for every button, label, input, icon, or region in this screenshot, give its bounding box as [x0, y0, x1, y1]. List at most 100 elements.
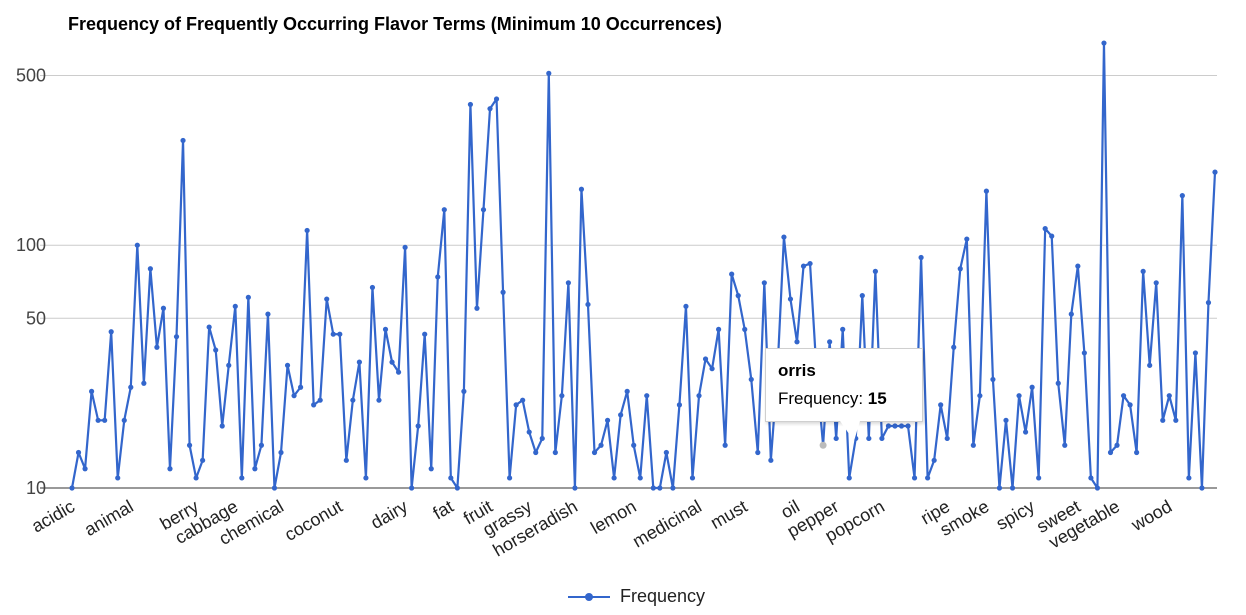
- data-point: [716, 326, 722, 332]
- data-point: [761, 280, 767, 286]
- y-tick-label: 50: [26, 308, 46, 328]
- data-point: [239, 475, 245, 481]
- data-point: [245, 294, 251, 300]
- legend-line-icon: [568, 592, 610, 601]
- x-tick-label: medicinal: [629, 496, 705, 551]
- data-point: [108, 329, 114, 335]
- data-point: [409, 485, 415, 491]
- data-point: [748, 376, 754, 383]
- data-point: [1173, 417, 1179, 423]
- data-point: [611, 475, 617, 481]
- data-point: [918, 254, 924, 261]
- data-point: [311, 402, 317, 408]
- data-point: [284, 362, 291, 368]
- data-point: [1147, 362, 1153, 368]
- data-point: [689, 475, 696, 481]
- data-point: [258, 442, 265, 448]
- data-point: [1199, 485, 1205, 491]
- data-point: [670, 485, 676, 491]
- data-point: [1081, 350, 1087, 356]
- x-tick-label: coconut: [281, 496, 346, 545]
- data-point: [520, 397, 526, 403]
- data-point: [1212, 169, 1218, 175]
- data-point: [742, 326, 748, 332]
- data-point: [271, 485, 278, 491]
- data-point: [787, 296, 794, 302]
- data-point: [781, 234, 787, 240]
- data-point: [938, 402, 944, 408]
- data-point: [565, 280, 571, 286]
- data-point: [1153, 280, 1159, 286]
- data-point: [324, 296, 330, 302]
- data-point: [591, 449, 598, 456]
- data-point: [559, 393, 565, 399]
- data-point: [88, 388, 95, 394]
- data-point: [1114, 442, 1120, 448]
- data-point: [1055, 380, 1061, 386]
- x-tick-label: must: [707, 496, 751, 533]
- data-point: [944, 435, 950, 442]
- data-point: [304, 227, 310, 234]
- data-point: [925, 475, 931, 481]
- data-point: [729, 271, 735, 277]
- data-point: [513, 402, 519, 408]
- data-point: [1075, 263, 1081, 269]
- data-point: [82, 466, 88, 472]
- data-point: [898, 423, 905, 429]
- data-point: [990, 376, 996, 383]
- data-point: [467, 101, 474, 108]
- data-point: [167, 466, 173, 472]
- data-point: [180, 137, 186, 144]
- data-point: [1166, 393, 1172, 399]
- data-point: [382, 326, 389, 332]
- data-point: [526, 429, 532, 435]
- data-point: [657, 485, 663, 491]
- data-point: [859, 293, 865, 299]
- data-point: [1101, 40, 1107, 46]
- data-point: [1192, 350, 1199, 356]
- data-point: [219, 423, 225, 429]
- data-point: [291, 393, 297, 399]
- highlighted-point: [819, 441, 827, 449]
- data-point: [631, 442, 637, 448]
- data-point: [996, 485, 1003, 491]
- data-point: [1205, 300, 1212, 306]
- x-tick-label: fat: [429, 496, 456, 523]
- legend[interactable]: Frequency: [568, 586, 705, 607]
- data-point: [1140, 268, 1146, 274]
- data-point: [298, 384, 304, 390]
- y-axis-ticks: 10 50 100 500: [16, 65, 46, 498]
- data-point: [702, 356, 709, 362]
- series-line: [70, 41, 1217, 490]
- data-point: [232, 303, 238, 309]
- data-point: [389, 359, 395, 365]
- data-point: [604, 417, 611, 423]
- data-point: [343, 457, 349, 463]
- data-point: [454, 485, 460, 491]
- data-tooltip: orris Frequency: 15: [765, 348, 923, 422]
- data-point: [134, 242, 140, 248]
- series-points: [69, 40, 1218, 491]
- chart-title: Frequency of Frequently Occurring Flavor…: [68, 14, 722, 34]
- tooltip-value: 15: [867, 389, 887, 408]
- data-point: [500, 289, 506, 295]
- data-point: [964, 236, 970, 242]
- data-point: [1068, 311, 1074, 317]
- data-point: [461, 388, 467, 394]
- data-point: [1088, 475, 1094, 481]
- tooltip-row: Frequency: 15: [778, 389, 910, 409]
- data-point: [1016, 393, 1022, 399]
- data-point: [115, 475, 121, 481]
- data-point: [696, 393, 702, 399]
- data-point: [552, 449, 558, 456]
- data-point: [330, 331, 336, 337]
- data-point: [186, 442, 193, 448]
- data-point: [1186, 475, 1192, 481]
- data-point: [278, 449, 284, 456]
- data-point: [356, 359, 362, 365]
- data-point: [369, 284, 376, 291]
- data-point: [435, 274, 441, 280]
- gridlines: [40, 74, 1217, 489]
